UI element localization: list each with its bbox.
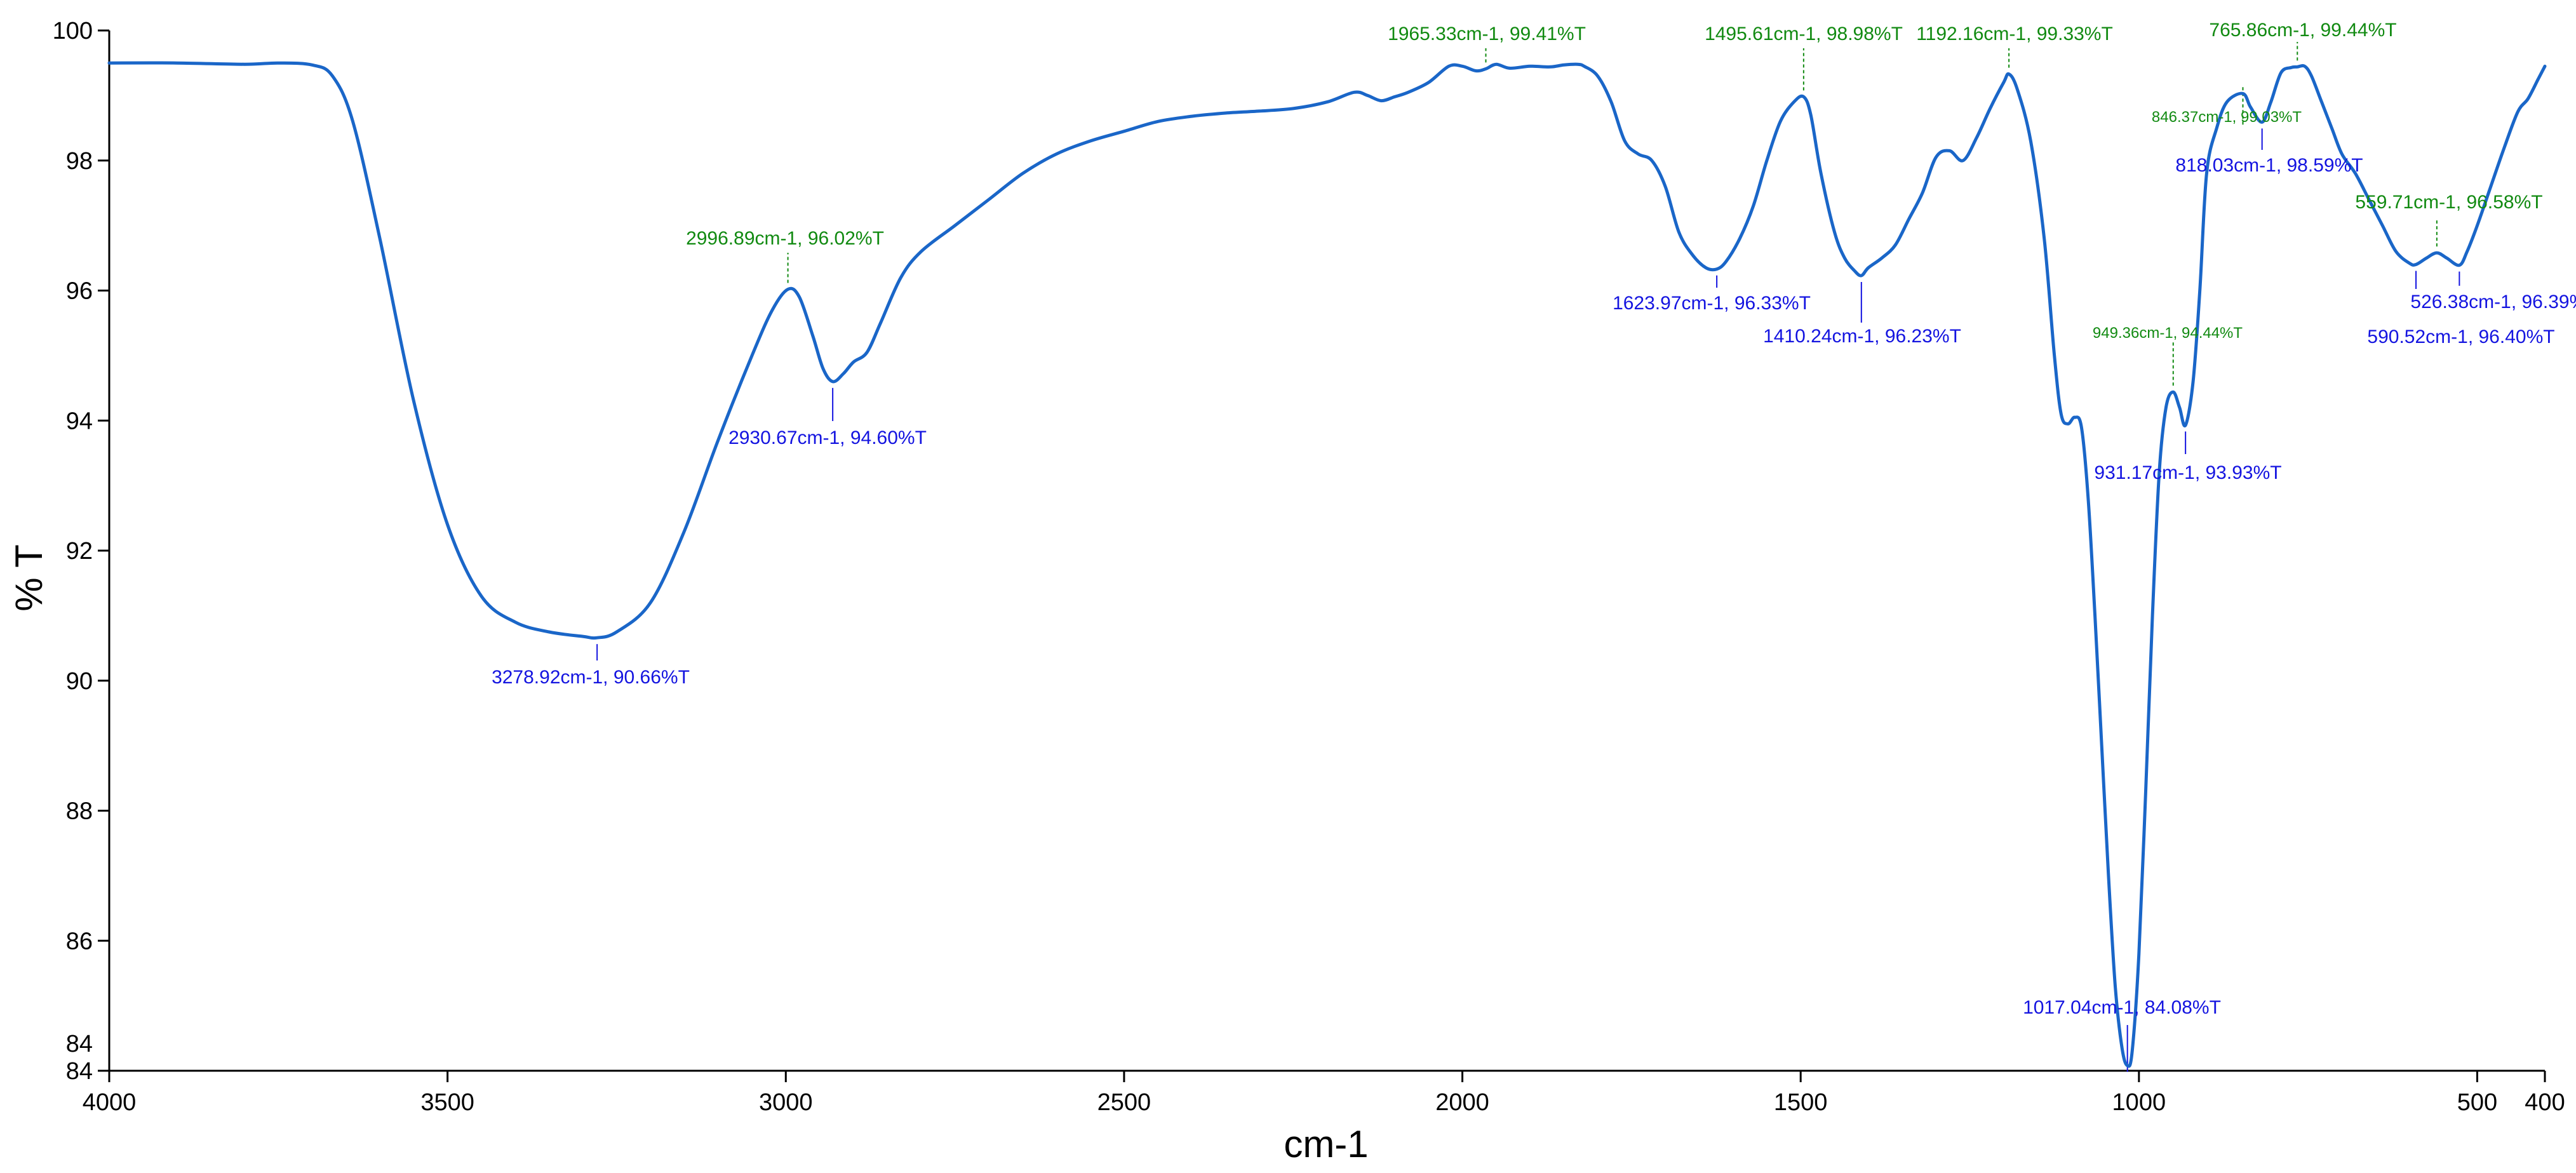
peak-label-9: 949.36cm-1, 94.44%T — [2093, 325, 2243, 342]
peak-label-2: 2930.67cm-1, 94.60%T — [728, 427, 927, 448]
peak-label-4: 1623.97cm-1, 96.33%T — [1613, 293, 1811, 314]
x-tick-label: 500 — [2457, 1089, 2497, 1116]
peak-label-10: 931.17cm-1, 93.93%T — [2094, 462, 2281, 483]
peak-label-5: 1495.61cm-1, 98.98%T — [1705, 23, 1903, 44]
peak-label-0: 3278.92cm-1, 90.66%T — [492, 667, 690, 688]
y-tick-label: 88 — [66, 798, 93, 825]
tick-group: 4000 3500 3000 2500 2000 1500 1000 500 400 84 86 88… — [53, 18, 2565, 1116]
x-tick-label: 3500 — [420, 1089, 474, 1116]
annotation-labels: 3278.92cm-1, 90.66%T 2996.89cm-1, 96.02%T… — [492, 20, 2576, 1018]
peak-label-11: 846.37cm-1, 99.03%T — [2152, 109, 2302, 126]
x-tick-label: 2500 — [1097, 1089, 1151, 1116]
peak-label-16: 526.38cm-1, 96.39%T — [2410, 292, 2576, 312]
peak-label-3: 1965.33cm-1, 99.41%T — [1388, 23, 1586, 44]
peak-label-6: 1410.24cm-1, 96.23%T — [1763, 326, 1961, 347]
peak-label-8: 1017.04cm-1, 84.08%T — [2023, 997, 2221, 1018]
peak-label-7: 1192.16cm-1, 99.33%T — [1916, 23, 2113, 44]
y-axis-title: % T — [8, 544, 50, 612]
peak-label-12: 818.03cm-1, 98.59%T — [2175, 155, 2363, 176]
peak-label-15: 559.71cm-1, 96.58%T — [2355, 192, 2542, 213]
x-tick-label: 1500 — [1774, 1089, 1828, 1116]
x-tick-label: 4000 — [83, 1089, 137, 1116]
y-tick-label: 92 — [66, 538, 93, 565]
x-tick-label: 400 — [2525, 1089, 2565, 1116]
y-tick-label: 94 — [66, 408, 93, 434]
y-tick-label: 100 — [53, 18, 93, 44]
y-tick-label-extra: 84 — [66, 1031, 93, 1057]
x-tick-label: 2000 — [1435, 1089, 1489, 1116]
y-tick-label: 86 — [66, 928, 93, 955]
spectrum-line — [107, 61, 2547, 1068]
peak-label-1: 2996.89cm-1, 96.02%T — [686, 228, 884, 249]
peak-label-13: 765.86cm-1, 99.44%T — [2209, 20, 2396, 41]
y-tick-label: 84 — [66, 1058, 93, 1085]
axes — [108, 30, 2545, 1072]
annotation-leaders — [596, 42, 2460, 1072]
peak-label-14: 590.52cm-1, 96.40%T — [2367, 326, 2554, 347]
y-tick-label: 90 — [66, 668, 93, 695]
x-axis-title: cm-1 — [1284, 1123, 1368, 1165]
y-tick-label: 96 — [66, 278, 93, 305]
y-tick-label: 98 — [66, 148, 93, 175]
x-tick-label: 1000 — [2112, 1089, 2166, 1116]
x-tick-label: 3000 — [759, 1089, 813, 1116]
